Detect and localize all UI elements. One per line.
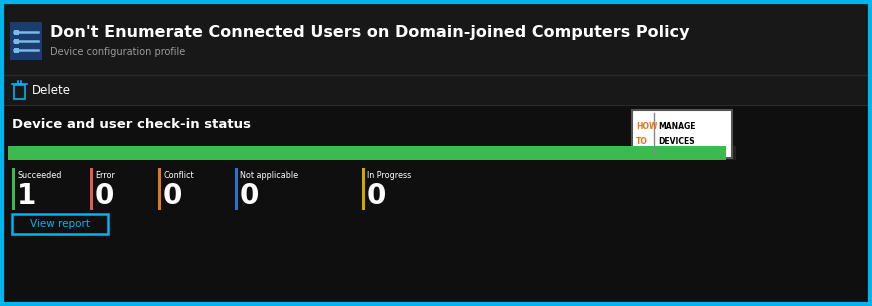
- Bar: [235, 168, 238, 210]
- Text: 1: 1: [17, 182, 37, 210]
- Text: Don't Enumerate Connected Users on Domain-joined Computers Policy: Don't Enumerate Connected Users on Domai…: [50, 24, 690, 39]
- Text: Delete: Delete: [32, 84, 71, 96]
- Text: 0: 0: [95, 182, 114, 210]
- Text: DEVICES: DEVICES: [658, 137, 695, 146]
- Bar: [14, 30, 19, 35]
- Text: TO: TO: [636, 137, 648, 146]
- Text: View report: View report: [30, 219, 90, 229]
- Bar: [158, 168, 161, 210]
- Bar: [14, 85, 25, 99]
- Text: Device and user check-in status: Device and user check-in status: [12, 118, 251, 132]
- Bar: [8, 146, 736, 160]
- Text: Device configuration profile: Device configuration profile: [50, 47, 185, 57]
- Text: 0: 0: [367, 182, 386, 210]
- Bar: [632, 110, 732, 158]
- Bar: [3, 75, 869, 105]
- Text: HOW: HOW: [636, 122, 657, 131]
- Text: In Progress: In Progress: [367, 171, 412, 180]
- Bar: [12, 214, 108, 234]
- Text: MANAGE: MANAGE: [658, 122, 696, 131]
- Bar: [3, 1, 869, 75]
- Text: Conflict: Conflict: [163, 171, 194, 180]
- Bar: [14, 48, 19, 53]
- Bar: [90, 168, 93, 210]
- Text: Not applicable: Not applicable: [240, 171, 298, 180]
- Bar: [12, 168, 15, 210]
- Text: 0: 0: [240, 182, 259, 210]
- Bar: [8, 146, 726, 160]
- Text: 0: 0: [163, 182, 182, 210]
- Bar: [10, 22, 42, 60]
- Text: Error: Error: [95, 171, 115, 180]
- Bar: [362, 168, 365, 210]
- Text: Succeeded: Succeeded: [17, 171, 61, 180]
- Bar: [14, 39, 19, 44]
